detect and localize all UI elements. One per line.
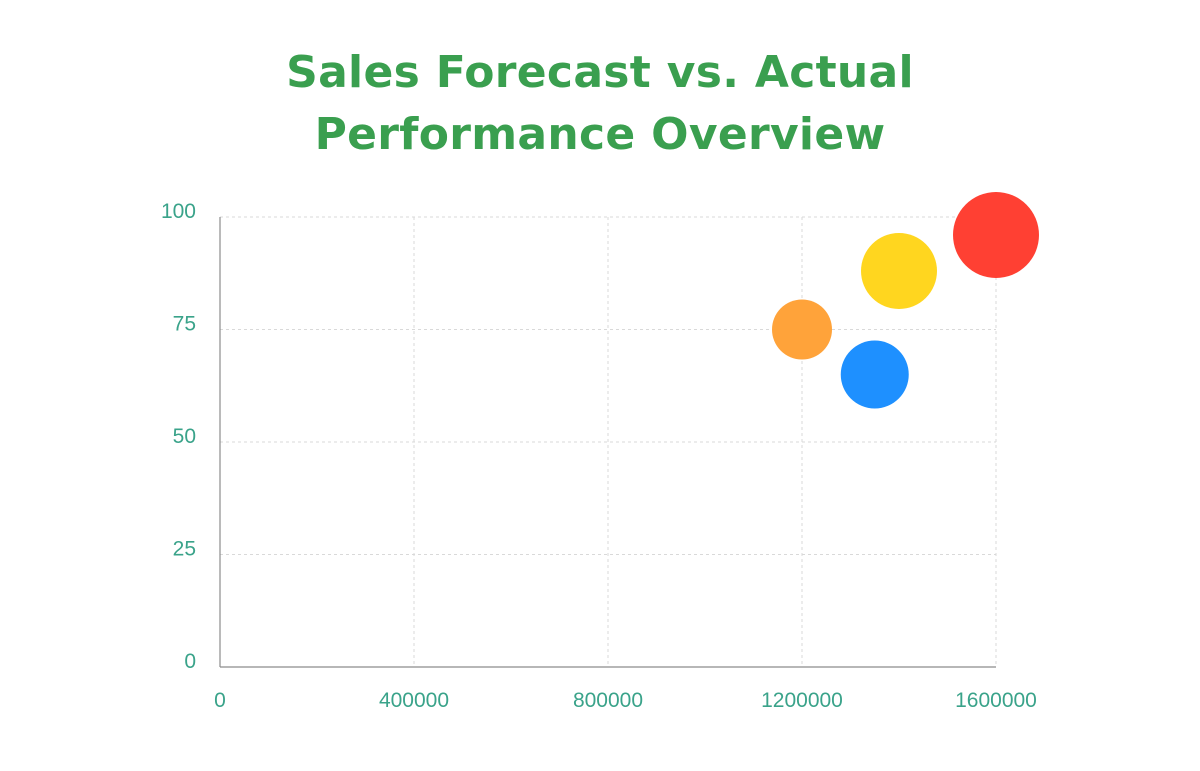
x-tick-label: 800000: [573, 689, 643, 712]
chart-title-line-1: Sales Forecast vs. Actual: [286, 47, 914, 98]
bubble-point: [861, 233, 937, 309]
y-axis-ticks: 0 25 50 75 100: [161, 200, 196, 673]
bubble-point: [840, 340, 909, 409]
axes: [219, 217, 996, 668]
chart-title: Sales Forecast vs. Actual Performance Ov…: [0, 42, 1200, 166]
bubble-point: [953, 192, 1039, 278]
bubble-points: [772, 192, 1039, 409]
chart-title-line-2: Performance Overview: [314, 109, 886, 160]
x-axis-ticks: 0 400000 800000 1200000 1600000: [214, 689, 1037, 712]
y-tick-label: 50: [173, 425, 196, 448]
x-tick-label: 400000: [379, 689, 449, 712]
y-tick-label: 25: [173, 538, 196, 561]
x-tick-label: 1600000: [955, 689, 1037, 712]
y-tick-label: 75: [173, 313, 196, 336]
bubble-point: [772, 299, 832, 360]
y-tick-label: 100: [161, 200, 196, 223]
y-tick-label: 0: [184, 650, 196, 673]
x-tick-label: 1200000: [761, 689, 843, 712]
x-tick-label: 0: [214, 689, 226, 712]
grid: [220, 216, 997, 667]
